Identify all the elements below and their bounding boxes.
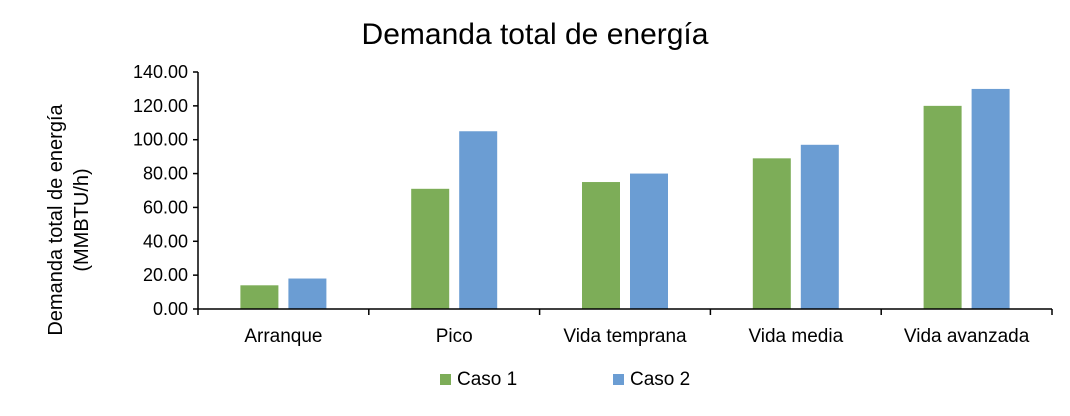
bar-1 [582,182,620,309]
y-tick-label: 20.00 [143,265,188,285]
legend: Caso 1 Caso 2 [440,369,690,390]
y-tick-label: 80.00 [143,164,188,184]
bar-2 [630,173,668,309]
bar-2 [971,88,1010,309]
y-tick-label: 40.00 [143,231,188,251]
bar-1 [923,105,962,309]
y-tick-label: 0.00 [153,299,188,319]
x-category-label: Vida avanzada [904,326,1030,347]
bar-1 [752,158,791,309]
x-category-label: Arranque [244,326,322,347]
bar-2 [459,131,498,309]
y-tick-label: 120.00 [133,96,188,116]
y-axis: 0.00 20.00 40.00 60.00 80.00 100.00 120.00 140.… [133,62,199,319]
x-axis: Arranque Pico Vida temprana Vida media Vida … [197,308,1053,347]
legend-swatch [440,374,451,385]
legend-label: Caso 2 [630,369,690,390]
y-tick-label: 60.00 [143,197,188,217]
bars [240,88,1010,309]
x-category-label: Vida temprana [563,326,687,347]
y-axis-label-line-2: (MMBTU/h) [71,168,93,271]
chart-title: Demanda total de energía [362,18,709,51]
x-category-label: Vida media [748,326,843,347]
legend-swatch [613,374,624,385]
bar-2 [800,144,839,309]
y-tick-label: 100.00 [133,130,188,150]
y-axis-label: Demanda total de energía (MMBTU/h) [45,103,93,335]
legend-label: Caso 1 [457,369,517,390]
bar-1 [411,188,450,309]
bar-1 [240,285,279,309]
y-axis-label-line-1: Demanda total de energía [45,103,67,335]
y-tick-label: 140.00 [133,62,188,82]
x-category-label: Pico [436,326,473,347]
bar-2 [288,278,327,309]
